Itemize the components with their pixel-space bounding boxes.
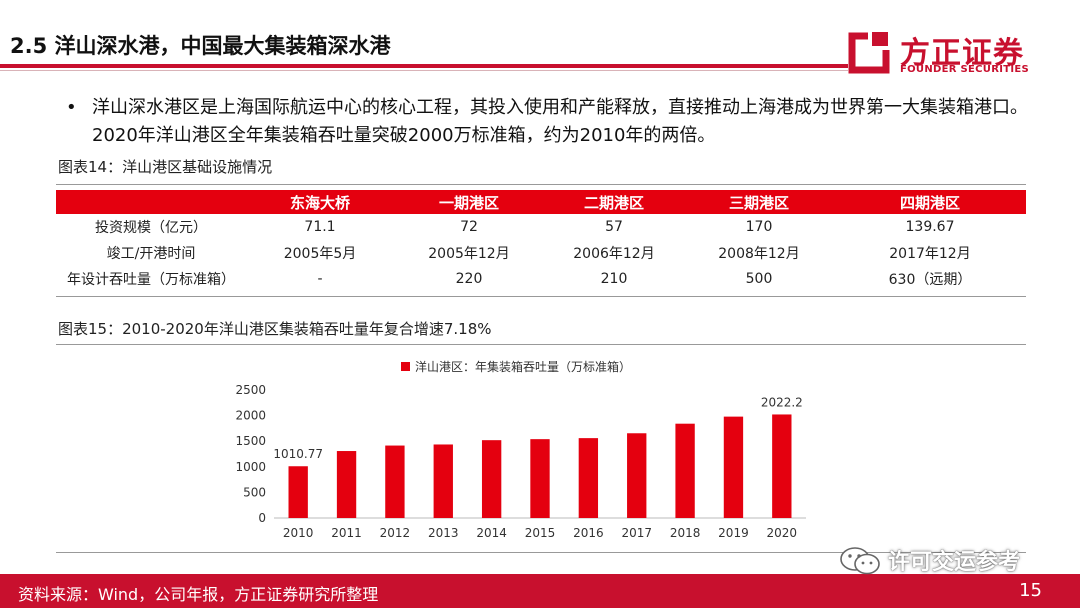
table-cell: 72 xyxy=(460,219,478,235)
table-cell: 71.1 xyxy=(304,219,336,235)
legend-swatch xyxy=(401,362,410,371)
legend-label: 洋山港区：年集装箱吞吐量（万标准箱） xyxy=(415,359,631,374)
footer-bar: 资料来源：Wind，公司年报，方正证券研究所整理 15 xyxy=(0,574,1080,608)
table-row: 竣工/开港时间 2005年5月 2005年12月 2006年12月 2008年1… xyxy=(56,240,1026,266)
table-cell: 220 xyxy=(455,271,483,287)
table-cell: 2006年12月 xyxy=(573,246,655,262)
x-tick-label: 2011 xyxy=(331,526,362,540)
infrastructure-table: 东海大桥 一期港区 二期港区 三期港区 四期港区 投资规模（亿元） 71.1 7… xyxy=(56,190,1026,292)
table-header-cell: 一期港区 xyxy=(394,190,544,214)
table-cell: 2005年12月 xyxy=(428,246,510,262)
chart-caption: 图表15：2010-2020年洋山港区集装箱吞吐量年复合增速7.18% xyxy=(58,320,492,338)
x-tick-label: 2020 xyxy=(767,526,798,540)
bar-2018 xyxy=(675,423,695,518)
table-cell: 630（远期） xyxy=(888,272,972,288)
title-divider-thin xyxy=(0,70,848,71)
row-header: 投资规模（亿元） xyxy=(95,220,207,236)
table-header-cell: 二期港区 xyxy=(544,190,684,214)
bar-2010 xyxy=(288,466,308,518)
x-tick-label: 2018 xyxy=(670,526,701,540)
chart-bottom-rule xyxy=(56,552,1026,553)
table-cell: 210 xyxy=(600,271,628,287)
logo-text-cn: 方正证券 xyxy=(900,36,1024,71)
bar-2014 xyxy=(481,440,502,518)
table-header-cell xyxy=(56,190,246,214)
bar-2016 xyxy=(578,438,599,518)
row-header: 年设计吞吐量（万标准箱） xyxy=(67,272,235,288)
table-cell: 500 xyxy=(745,271,773,287)
y-tick-label: 2500 xyxy=(235,383,266,397)
table-caption: 图表14：洋山港区基础设施情况 xyxy=(58,158,273,176)
table-cell: 139.67 xyxy=(905,219,955,235)
bullet-text: 洋山深水港区是上海国际航运中心的核心工程，其投入使用和产能释放，直接推动上海港成… xyxy=(92,97,1028,146)
watermark: 许可交运参考 xyxy=(836,542,1066,578)
page-number: 15 xyxy=(1019,580,1042,601)
table-cell: 2008年12月 xyxy=(718,246,800,262)
title-divider xyxy=(0,64,848,68)
bar-2019 xyxy=(723,416,744,518)
table-header-cell: 三期港区 xyxy=(684,190,834,214)
bar-2015 xyxy=(530,439,550,518)
y-tick-label: 0 xyxy=(258,511,266,525)
logo-text-en: FOUNDER SECURITIES xyxy=(900,64,1030,75)
row-header: 竣工/开港时间 xyxy=(106,246,196,262)
table-header-cell: 东海大桥 xyxy=(246,190,394,214)
bar-2013 xyxy=(433,444,453,518)
bar-2011 xyxy=(336,451,357,518)
data-label: 1010.77 xyxy=(273,447,323,461)
bar-2020 xyxy=(772,414,792,518)
table-cell: 2005年5月 xyxy=(283,246,357,262)
x-tick-label: 2017 xyxy=(621,526,652,540)
x-tick-label: 2019 xyxy=(718,526,749,540)
x-tick-label: 2014 xyxy=(476,526,507,540)
x-tick-label: 2013 xyxy=(428,526,459,540)
table-header-cell: 四期港区 xyxy=(834,190,1026,214)
page-title: 2.5 洋山深水港，中国最大集装箱深水港 xyxy=(10,34,391,58)
table-cell: 170 xyxy=(745,219,773,235)
table-header-row: 东海大桥 一期港区 二期港区 三期港区 四期港区 xyxy=(56,190,1026,214)
table-row: 年设计吞吐量（万标准箱） - 220 210 500 630（远期） xyxy=(56,266,1026,292)
founder-logo-icon xyxy=(848,30,892,74)
y-tick-label: 500 xyxy=(243,485,266,499)
table-cell: 2017年12月 xyxy=(889,246,971,262)
table-row: 投资规模（亿元） 71.1 72 57 170 139.67 xyxy=(56,214,1026,240)
y-tick-label: 1500 xyxy=(235,434,266,448)
founder-logo: 方正证券 FOUNDER SECURITIES xyxy=(848,28,1078,78)
throughput-bar-chart: 洋山港区：年集装箱吞吐量（万标准箱） 0 500 1000 1500 2000 2500 20… xyxy=(235,359,806,540)
x-tick-label: 2015 xyxy=(525,526,556,540)
y-tick-label: 2000 xyxy=(235,409,266,423)
source-note: 资料来源：Wind，公司年报，方正证券研究所整理 xyxy=(18,585,379,604)
bar-2012 xyxy=(385,445,405,518)
table-cell: - xyxy=(317,271,323,287)
bullet-point: • 洋山深水港区是上海国际航运中心的核心工程，其投入使用和产能释放，直接推动上海… xyxy=(60,94,1030,150)
x-tick-label: 2010 xyxy=(283,526,314,540)
x-tick-label: 2012 xyxy=(380,526,411,540)
table-bottom-rule xyxy=(56,296,1026,297)
chart-top-rule xyxy=(56,344,1026,345)
x-tick-label: 2016 xyxy=(573,526,604,540)
table-top-rule xyxy=(56,184,1026,185)
bullet-dot: • xyxy=(66,97,77,118)
table-cell: 57 xyxy=(605,219,623,235)
bar-2017 xyxy=(627,433,647,518)
wechat-icon xyxy=(840,547,880,575)
y-tick-label: 1000 xyxy=(235,460,266,474)
watermark-text: 许可交运参考 xyxy=(888,550,1021,575)
data-label: 2022.2 xyxy=(761,395,803,409)
